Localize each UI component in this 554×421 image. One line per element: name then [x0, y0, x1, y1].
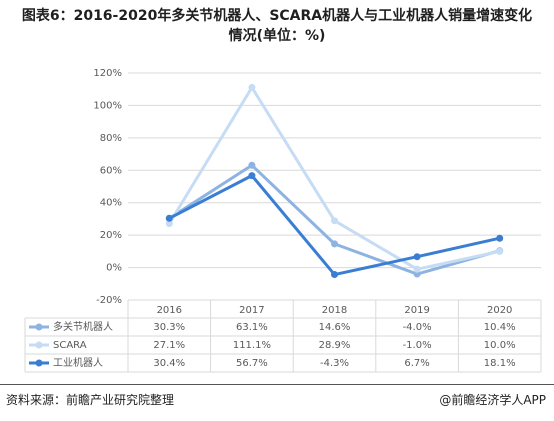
point: [413, 270, 421, 278]
legend-marker: [35, 359, 43, 367]
point: [496, 234, 504, 242]
legend-label: 工业机器人: [53, 356, 103, 369]
point: [331, 217, 338, 225]
legend-label: SCARA: [53, 340, 87, 351]
y-tick-label: 120%: [93, 68, 122, 79]
value-label: 18.1%: [484, 358, 516, 369]
source: 资料来源：前瞻产业研究院整理: [6, 393, 175, 407]
x-tick-label: 2016: [157, 305, 182, 316]
value-label: 63.1%: [236, 322, 268, 333]
value-label: -1.0%: [403, 340, 432, 351]
point: [248, 83, 256, 91]
x-tick-label: 2018: [322, 305, 347, 316]
value-label: 14.6%: [319, 322, 351, 333]
value-label: 10.4%: [484, 322, 516, 333]
series-line: [168, 174, 501, 277]
point: [165, 214, 173, 222]
y-tick-label: 40%: [100, 198, 122, 209]
y-tick-label: 60%: [100, 165, 122, 176]
point: [331, 240, 338, 248]
value-label: -4.3%: [320, 358, 349, 369]
value-label: 111.1%: [233, 340, 271, 351]
y-tick-label: 80%: [100, 133, 122, 144]
divider: [0, 384, 554, 385]
legend-label: 多关节机器人: [53, 320, 113, 333]
x-tick-label: 2017: [239, 305, 264, 316]
point: [165, 220, 173, 228]
y-tick-label: 100%: [93, 100, 122, 111]
x-tick-label: 2020: [487, 305, 512, 316]
value-label: 28.9%: [319, 340, 351, 351]
chart-title: 图表6：2016-2020年多关节机器人、SCARA机器人与工业机器人销量增速变…: [21, 8, 533, 44]
y-tick-label: 20%: [100, 230, 122, 241]
point: [413, 253, 421, 261]
value-label: 30.3%: [153, 322, 185, 333]
x-tick-label: 2019: [404, 305, 429, 316]
value-label: 30.4%: [153, 358, 185, 369]
value-label: -4.0%: [403, 322, 432, 333]
point: [413, 265, 421, 273]
value-label: 56.7%: [236, 358, 268, 369]
brand: @前瞻经济学人APP: [439, 393, 546, 407]
point: [248, 161, 256, 169]
y-tick-label: -20%: [96, 295, 122, 306]
point: [248, 172, 256, 180]
legend-marker: [35, 323, 43, 331]
point: [331, 271, 338, 279]
value-label: 6.7%: [404, 358, 429, 369]
point: [496, 247, 504, 255]
legend-marker: [35, 341, 43, 349]
y-tick-label: 0%: [106, 263, 122, 274]
value-label: 10.0%: [484, 340, 516, 351]
value-label: 27.1%: [153, 340, 185, 351]
